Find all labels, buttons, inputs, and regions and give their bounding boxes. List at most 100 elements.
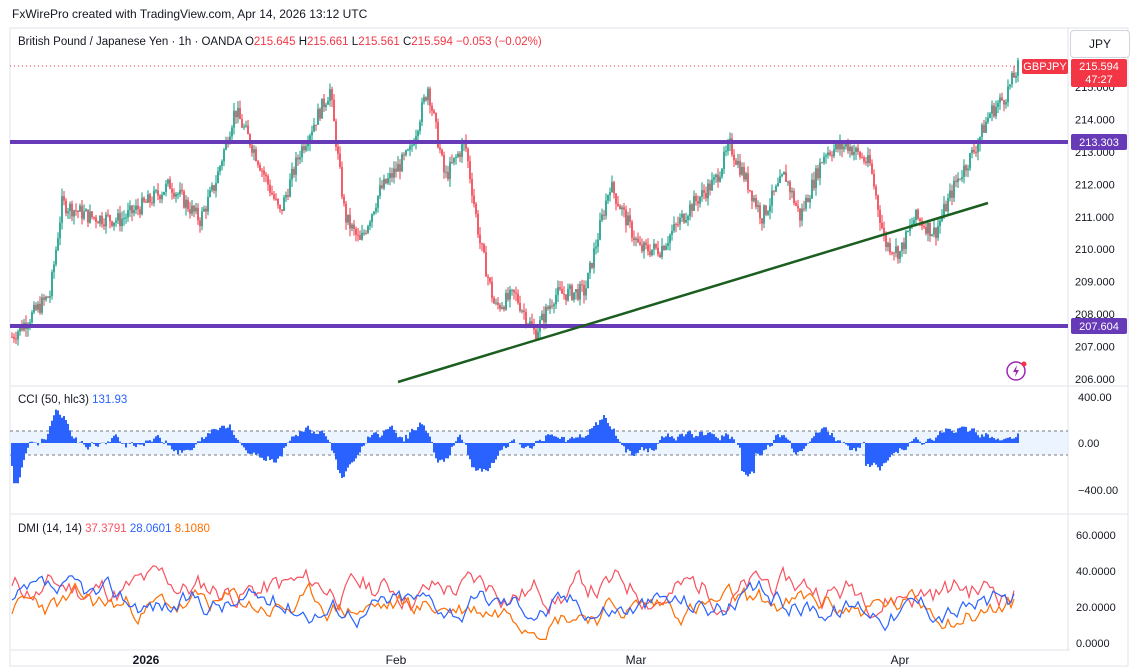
cci-bar	[213, 428, 215, 443]
candle-body	[965, 165, 967, 171]
cci-bar	[437, 443, 439, 463]
cci-bar	[313, 431, 315, 443]
candle-body	[349, 214, 351, 229]
candle-body	[643, 242, 645, 252]
candle-body	[1017, 60, 1019, 76]
candle-body	[201, 211, 203, 227]
cci-bar	[555, 436, 557, 443]
candle-body	[59, 222, 61, 239]
candle-body	[297, 157, 299, 160]
candle-body	[429, 88, 431, 106]
cci-bar	[865, 443, 867, 466]
alert-icon[interactable]	[1006, 361, 1026, 381]
dmi-adx-value: 37.3791	[85, 523, 127, 535]
cci-bar	[81, 440, 83, 443]
cci-bar	[107, 441, 109, 443]
cci-bar	[671, 436, 673, 443]
cci-bar	[131, 442, 133, 443]
cci-bar	[171, 443, 173, 450]
cci-bar	[195, 443, 197, 445]
cci-bar	[571, 436, 573, 443]
cci-bar	[247, 443, 249, 454]
candle-body	[385, 178, 387, 184]
cci-bar	[221, 425, 223, 443]
candle-body	[951, 190, 953, 198]
cci-bar	[1007, 437, 1009, 443]
candle-body	[285, 195, 287, 198]
candle-body	[435, 112, 437, 123]
candle-body	[73, 210, 75, 217]
candle-body	[113, 222, 115, 226]
candle-body	[593, 248, 595, 268]
cci-bar	[851, 443, 853, 451]
dmi-title: DMI (14, 14)	[18, 523, 82, 535]
candle-body	[565, 294, 567, 301]
candle-body	[529, 321, 531, 324]
candle-body	[451, 161, 453, 163]
cci-bar	[205, 436, 207, 443]
candle-body	[795, 203, 797, 206]
open-value: 215.645	[253, 36, 296, 48]
candle-body	[1001, 97, 1003, 101]
candle-body	[477, 213, 479, 235]
cci-bar	[123, 443, 125, 444]
candle-body	[555, 294, 557, 305]
currency-button[interactable]: JPY	[1070, 30, 1130, 58]
cci-bar	[465, 443, 467, 445]
candle-body	[307, 143, 309, 147]
cci-bar	[629, 443, 631, 451]
candle-body	[701, 190, 703, 197]
cci-bar	[125, 443, 127, 448]
candle-body	[343, 196, 345, 204]
candle-body	[395, 168, 397, 172]
cci-bar	[585, 435, 587, 443]
candle-body	[345, 203, 347, 223]
cci-bar	[689, 430, 691, 443]
candle-body	[897, 246, 899, 259]
candle-body	[499, 304, 501, 309]
candle-body	[713, 177, 715, 180]
cci-bar	[529, 443, 531, 449]
candle-body	[405, 150, 407, 156]
cci-bar	[83, 443, 85, 445]
cci-bar	[891, 443, 893, 455]
candle-body	[871, 163, 873, 174]
cci-bar	[715, 436, 717, 443]
candle-body	[823, 156, 825, 163]
candle-body	[895, 246, 897, 253]
cci-bar	[577, 437, 579, 443]
cci-bar	[925, 441, 927, 443]
cci-bar	[261, 443, 263, 458]
candle-body	[151, 202, 153, 204]
cci-bar	[605, 417, 607, 443]
candle-body	[869, 155, 871, 164]
candle-body	[337, 146, 339, 154]
cci-bar	[729, 438, 731, 443]
candle-body	[943, 204, 945, 216]
cci-bar	[661, 436, 663, 443]
cci-bar	[933, 440, 935, 443]
cci-bar	[209, 433, 211, 443]
candle-body	[245, 125, 247, 127]
cci-bar	[967, 431, 969, 443]
cci-bar	[243, 443, 245, 448]
cci-bar	[495, 443, 497, 460]
candle-body	[569, 285, 571, 289]
cci-bar	[663, 437, 665, 443]
candle-body	[613, 182, 615, 194]
candle-body	[707, 183, 709, 199]
candle-body	[159, 195, 161, 200]
cci-bar	[917, 439, 919, 443]
candle-body	[323, 98, 325, 108]
lower-level-text: 207.604	[1079, 321, 1119, 333]
cci-bar	[369, 437, 371, 443]
trend-line[interactable]	[397, 201, 989, 384]
cci-bar	[615, 435, 617, 443]
cci-bar	[867, 443, 869, 464]
candle-body	[129, 205, 131, 211]
candle-body	[829, 152, 831, 155]
candle-body	[817, 168, 819, 179]
candle-body	[945, 204, 947, 212]
cci-bar	[371, 434, 373, 443]
